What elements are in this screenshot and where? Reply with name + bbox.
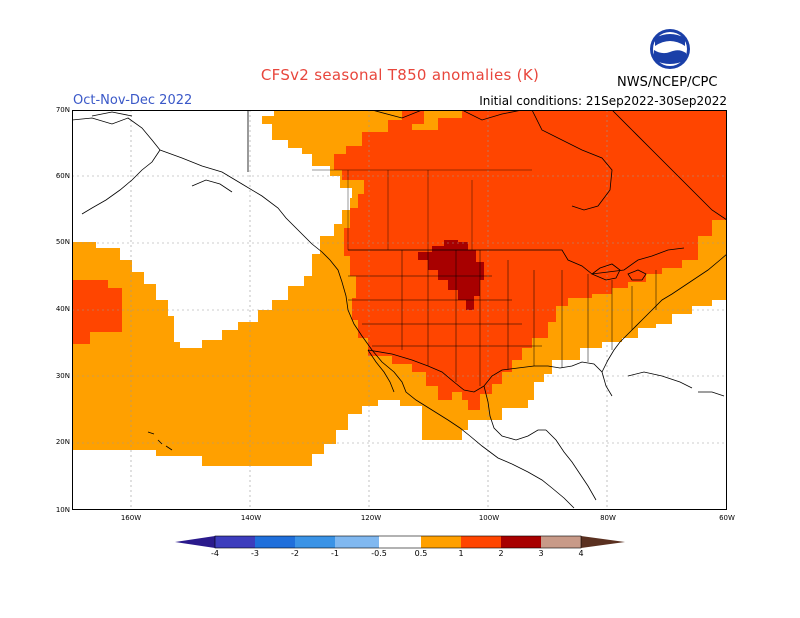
lat-label-30n: 30N (55, 372, 70, 380)
lon-label-80w: 80W (600, 514, 616, 522)
lon-label-120w: 120W (360, 514, 382, 522)
map-frame (72, 110, 727, 510)
colorbar-bin-2-3 (501, 536, 541, 548)
lat-label-60n: 60N (55, 172, 70, 180)
season-label: Oct-Nov-Dec 2022 (73, 93, 193, 108)
province-borders (312, 169, 532, 250)
colorbar-tick: 3 (538, 549, 544, 558)
colorbar-tick: 2 (498, 549, 504, 558)
lon-label-100w: 100W (478, 514, 500, 522)
lat-label-40n: 40N (55, 305, 70, 313)
lat-label-10n: 10N (55, 506, 70, 514)
colorbar-tick: -1 (331, 549, 339, 558)
colorbar-tick: -4 (211, 549, 219, 558)
coastlines (72, 110, 727, 509)
lon-label-140w: 140W (240, 514, 262, 522)
colorbar-tick: -3 (251, 549, 259, 558)
colorbar-arrow-right (581, 536, 625, 548)
colorbar-tick: 0.5 (414, 549, 428, 558)
colorbar-bin-neg1-neg05 (335, 536, 379, 548)
lat-label-20n: 20N (55, 438, 70, 446)
colorbar-bin-neg4-neg3 (215, 536, 255, 548)
colorbar-bin-neg3-neg2 (255, 536, 295, 548)
agency-label: NWS/NCEP/CPC (617, 75, 718, 90)
anomaly-region-2-to-3 (418, 240, 484, 310)
colorbar-bin-neg2-neg1 (295, 536, 335, 548)
lat-label-70n: 70N (55, 106, 70, 114)
colorbar-tick: -0.5 (371, 549, 387, 558)
lat-lon-grid (72, 110, 727, 510)
anomaly-region-1-to-2 (72, 110, 727, 410)
map-title: CFSv2 seasonal T850 anomalies (K) (260, 66, 540, 84)
initial-conditions-label: Initial conditions: 21Sep2022-30Sep2022 (479, 94, 727, 108)
colorbar-arrow-left (175, 536, 215, 548)
colorbar-bin-neutral (379, 536, 421, 548)
colorbar-tick: -2 (291, 549, 299, 558)
noaa-logo-icon (649, 28, 691, 70)
anomaly-map (72, 110, 727, 510)
colorbar-bin-05-1 (421, 536, 461, 548)
lon-label-160w: 160W (120, 514, 142, 522)
lat-label-50n: 50N (55, 238, 70, 246)
colorbar-tick: 1 (458, 549, 464, 558)
colorbar-tick: 4 (578, 549, 584, 558)
colorbar (175, 535, 625, 549)
lon-label-60w: 60W (719, 514, 735, 522)
state-borders (348, 250, 657, 386)
colorbar-bin-1-2 (461, 536, 501, 548)
colorbar-bin-3-4 (541, 536, 581, 548)
